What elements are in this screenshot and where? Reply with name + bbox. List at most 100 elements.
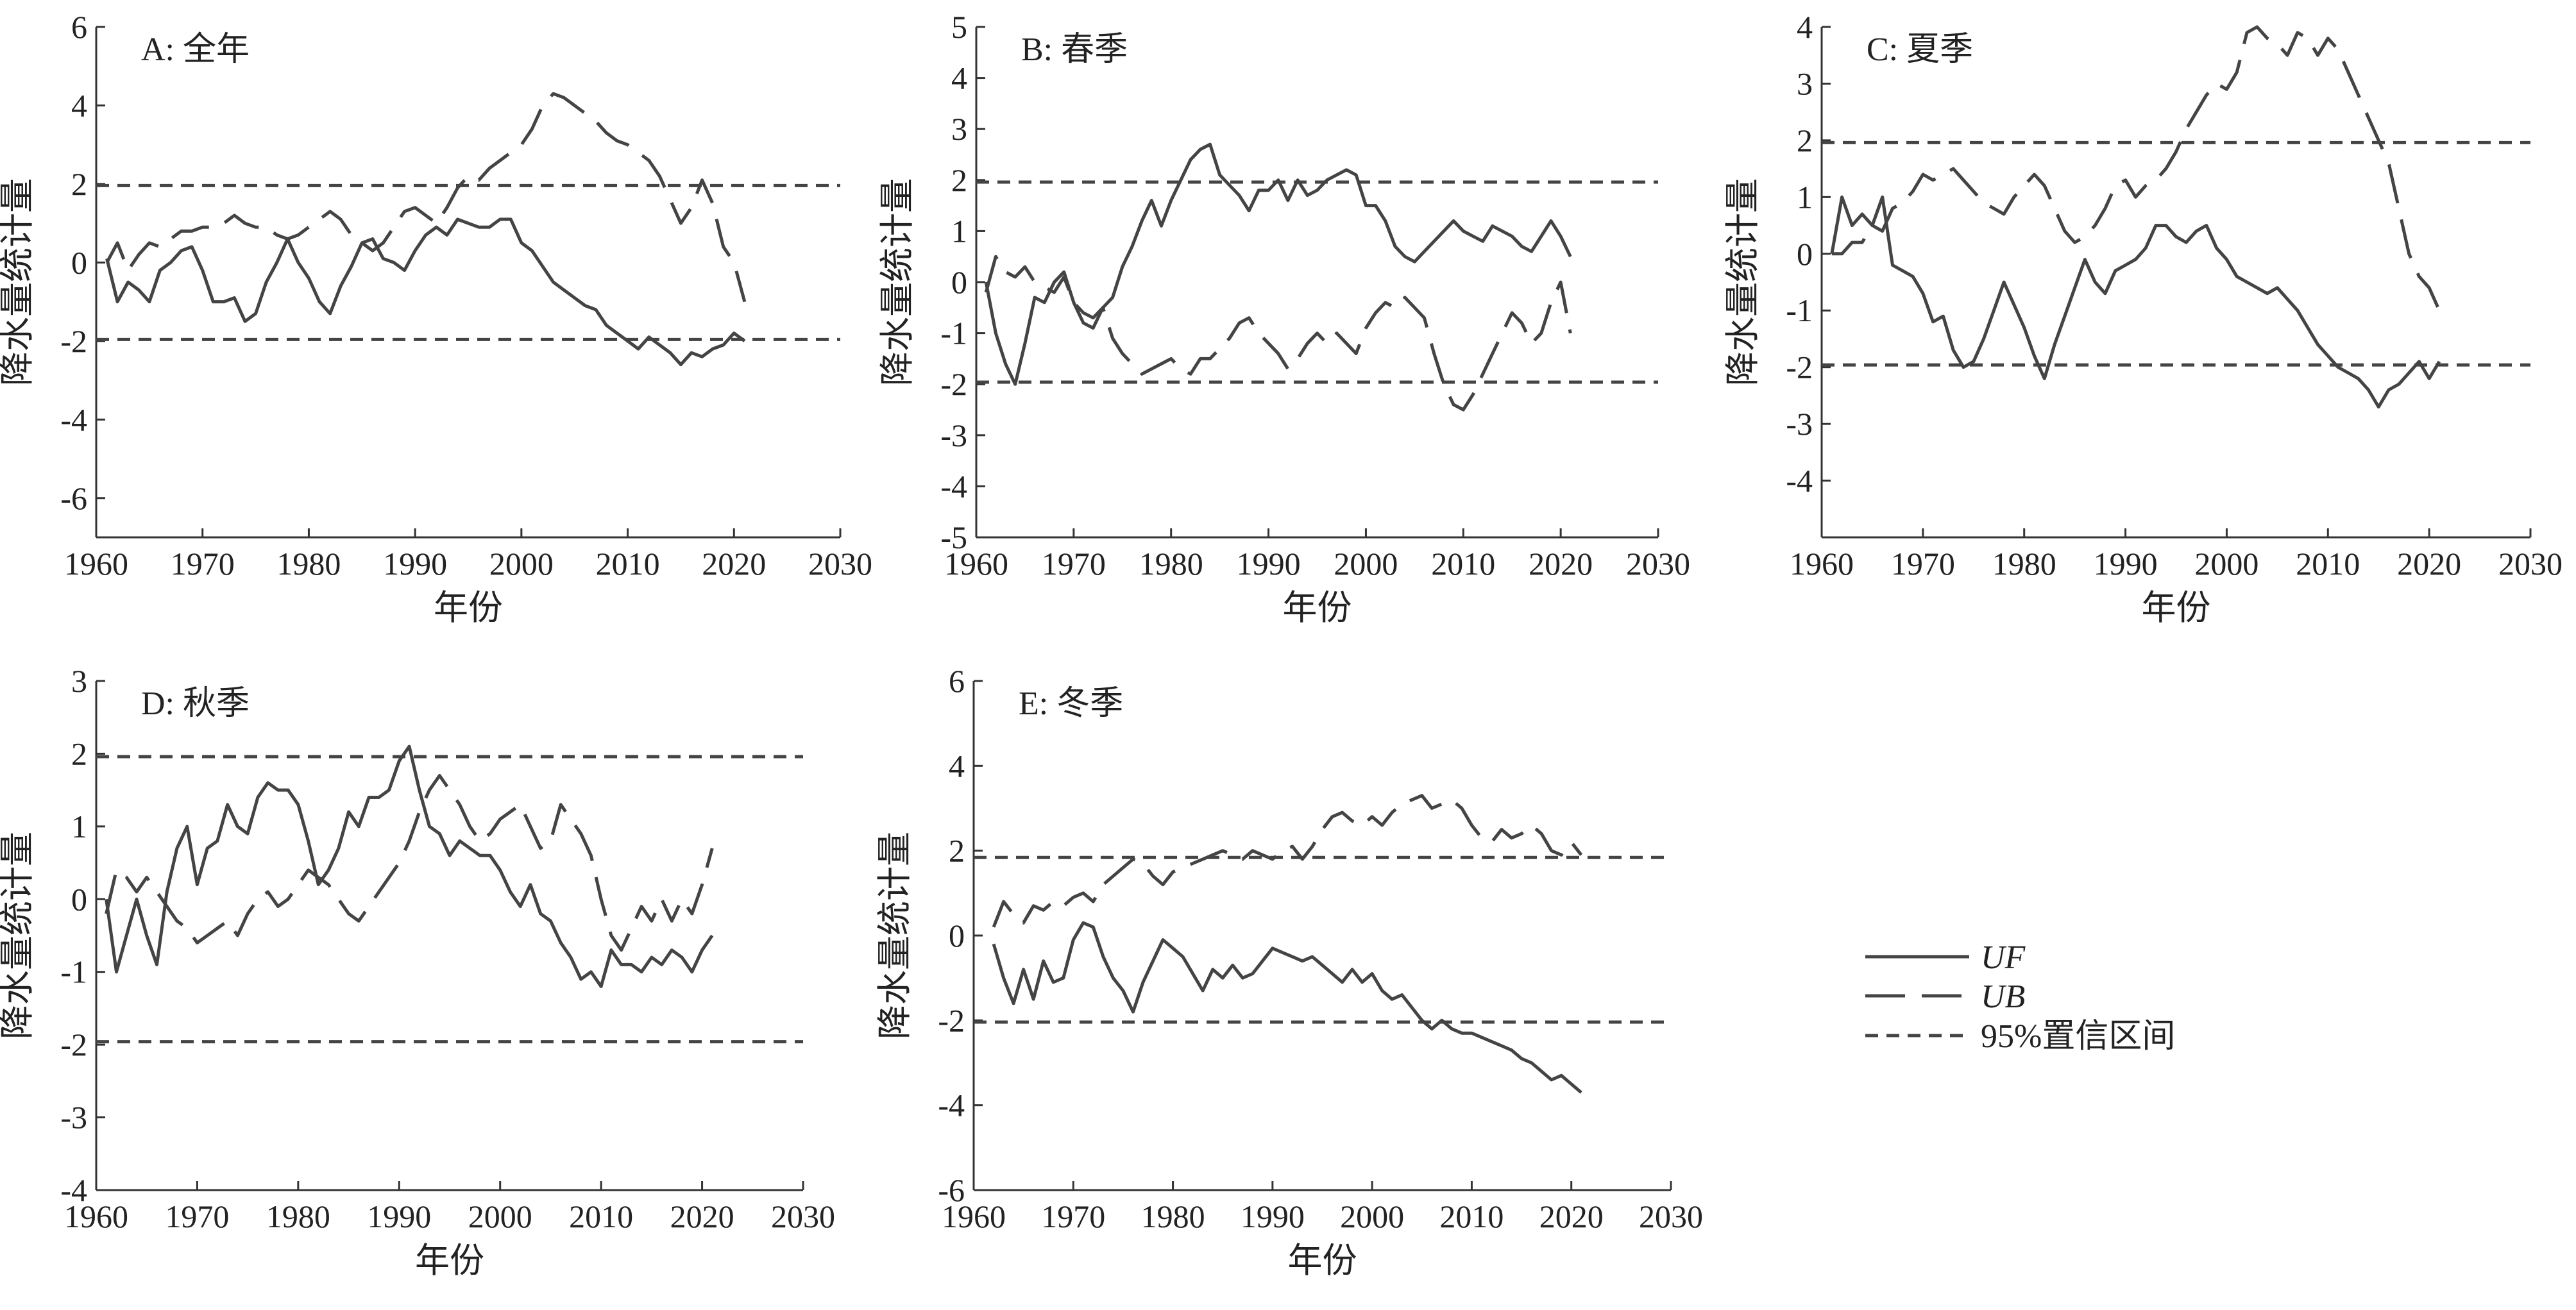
legend-label-ci: 95%置信区间: [1981, 1018, 2175, 1055]
series-uf-line: [105, 217, 746, 367]
x-tick-label: 2020: [670, 1198, 734, 1234]
y-tick-label: 1: [1797, 179, 1813, 215]
panel-title: A: 全年: [141, 31, 250, 68]
x-axis-label: 年份: [1283, 589, 1352, 627]
panel-b: 1960 1970 1980 1990 2000 2010 2020 2030 -5 -4 -3 -2…: [878, 9, 1690, 627]
x-tick-label: 1980: [1139, 546, 1203, 582]
panel-title: C: 夏季: [1867, 31, 1973, 68]
x-tick-label: 1960: [64, 1198, 128, 1234]
y-tick-label: -2: [938, 1002, 965, 1038]
y-tick-label: 2: [71, 735, 87, 771]
y-tick-label: 6: [71, 9, 87, 45]
panel-e: 1960 1970 1980 1990 2000 2010 2020 2030 -6 -4 -2 0 2…: [876, 663, 1703, 1280]
y-tick-label: 6: [949, 663, 965, 699]
x-tick-label: 2010: [1431, 546, 1495, 582]
x-tick-label: 1960: [1790, 546, 1854, 582]
y-tick-label: -1: [1786, 292, 1813, 328]
x-tick-label: 1990: [2094, 546, 2158, 582]
y-tick-label: 0: [71, 881, 87, 917]
y-axis-label: 降水量统计量: [876, 832, 914, 1039]
y-tick-label: -4: [1786, 463, 1813, 499]
series-ub-line: [1831, 25, 2441, 312]
x-tick-label: 1980: [1992, 546, 2056, 582]
x-tick-label: 2010: [569, 1198, 633, 1234]
y-tick-label: -5: [940, 519, 967, 555]
x-tick-label: 1980: [266, 1198, 330, 1234]
x-tick-label: 2010: [596, 546, 660, 582]
y-tick-label: -6: [60, 480, 87, 516]
panel-title: B: 春季: [1021, 31, 1128, 68]
y-tick-label: -1: [940, 315, 967, 351]
y-tick-label: 0: [1797, 236, 1813, 272]
y-tick-label: -4: [60, 401, 87, 437]
series-ub-line: [105, 92, 747, 303]
x-tick-label: 1960: [944, 546, 1008, 582]
x-tick-label: 2030: [1639, 1198, 1703, 1234]
series-uf-line: [992, 921, 1582, 1094]
x-tick-label: 2020: [1529, 546, 1593, 582]
y-tick-label: -4: [60, 1172, 87, 1208]
x-tick-label: 2030: [2498, 546, 2563, 582]
y-tick-label: -1: [60, 954, 87, 990]
panel-a: 1960 1970 1980 1990 2000 2010 2020 2030 -6 -4 -2 0 2…: [0, 9, 872, 627]
x-tick-label: 1990: [1241, 1198, 1305, 1234]
x-tick-label: 2000: [2194, 546, 2258, 582]
y-tick-label: -3: [1786, 406, 1813, 442]
x-axis-label: 年份: [415, 1241, 484, 1280]
x-axis-label: 年份: [2142, 589, 2211, 627]
series-uf-line: [984, 142, 1572, 386]
x-tick-label: 1960: [64, 546, 128, 582]
x-tick-label: 1990: [383, 546, 447, 582]
y-tick-label: 4: [1797, 9, 1813, 45]
y-tick-label: 0: [71, 244, 87, 280]
y-axis-label: 降水量统计量: [878, 178, 917, 386]
x-tick-label: 2020: [1539, 1198, 1604, 1234]
y-tick-label: 3: [71, 663, 87, 699]
x-tick-label: 2000: [1334, 546, 1398, 582]
y-axis-label: 降水量统计量: [1724, 178, 1762, 386]
y-tick-label: -3: [60, 1100, 87, 1136]
x-axis-label: 年份: [1288, 1241, 1357, 1280]
x-tick-label: 2000: [489, 546, 554, 582]
y-tick-label: 3: [951, 111, 967, 147]
x-tick-label: 1970: [165, 1198, 229, 1234]
x-tick-label: 2010: [1439, 1198, 1504, 1234]
series-ub-line: [984, 255, 1572, 412]
x-tick-label: 2000: [1340, 1198, 1404, 1234]
x-tick-label: 2000: [468, 1198, 532, 1234]
x-tick-label: 2020: [2397, 546, 2461, 582]
y-axis-label: 降水量统计量: [0, 178, 37, 386]
x-tick-label: 1990: [367, 1198, 431, 1234]
y-tick-label: 2: [71, 166, 87, 202]
x-tick-label: 2010: [2296, 546, 2360, 582]
x-tick-label: 1970: [1041, 1198, 1105, 1234]
x-tick-label: 1980: [1141, 1198, 1205, 1234]
y-tick-label: 5: [951, 9, 967, 45]
legend-label-uf: UF: [1981, 939, 2026, 976]
y-tick-label: 4: [71, 87, 87, 123]
x-tick-label: 1960: [942, 1198, 1006, 1234]
y-axis-label: 降水量统计量: [0, 832, 37, 1039]
x-tick-label: 1980: [276, 546, 341, 582]
y-tick-label: -3: [940, 417, 967, 453]
x-tick-label: 2030: [808, 546, 872, 582]
legend-label-ub: UB: [1981, 978, 2025, 1015]
series-uf-line: [105, 744, 714, 988]
x-tick-label: 1970: [1042, 546, 1106, 582]
y-tick-label: -2: [60, 1027, 87, 1062]
x-tick-label: 1970: [171, 546, 235, 582]
panel-title: E: 冬季: [1019, 685, 1123, 722]
y-tick-label: 2: [949, 833, 965, 869]
y-tick-label: -4: [940, 468, 967, 504]
x-tick-label: 1990: [1237, 546, 1301, 582]
x-tick-label: 2030: [1626, 546, 1690, 582]
series-ub-line: [105, 774, 714, 952]
panel-c: 1960 1970 1980 1990 2000 2010 2020 2030 -4 -3 -2 -1…: [1724, 9, 2563, 627]
series-ub-line: [992, 794, 1583, 928]
y-tick-label: -2: [940, 366, 967, 402]
y-tick-label: 2: [1797, 122, 1813, 158]
x-tick-label: 2030: [771, 1198, 835, 1234]
y-tick-label: 3: [1797, 65, 1813, 101]
